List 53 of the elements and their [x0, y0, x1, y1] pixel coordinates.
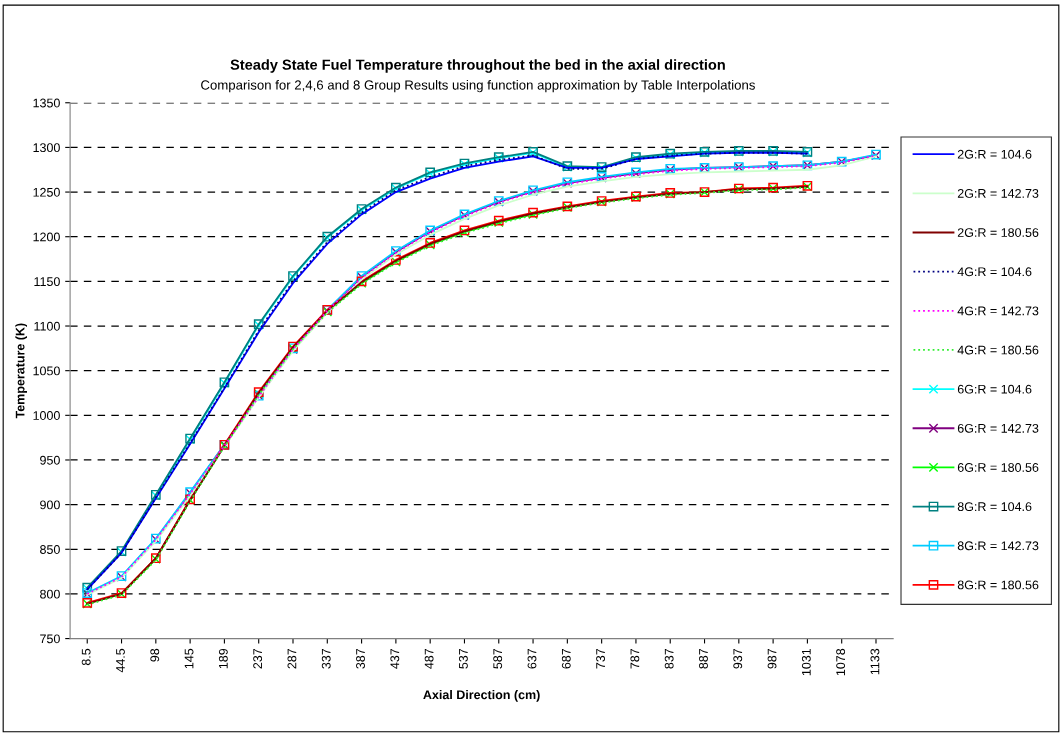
x-tick-label: 1133	[870, 648, 880, 675]
chart-title: Steady State Fuel Temperature throughout the bed in the axial direction	[230, 59, 725, 73]
x-tick-label: 98	[150, 648, 160, 662]
legend-label: 6G:R = 180.56	[957, 463, 1039, 472]
legend-label: 6G:R = 142.73	[957, 423, 1039, 433]
y-tick-label: 1300	[33, 143, 60, 153]
y-tick-label: 1000	[33, 411, 60, 420]
y-tick-label: 1050	[33, 366, 60, 376]
x-axis-title: Axial Direction (cm)	[423, 690, 540, 702]
x-tick-label: 587	[493, 648, 503, 669]
y-tick-label: 1100	[34, 321, 60, 331]
x-tick-label: 987	[767, 648, 777, 669]
x-tick-label: 687	[561, 648, 571, 669]
x-tick-label: 737	[596, 648, 605, 669]
legend-label: 4G:R = 180.56	[957, 345, 1039, 355]
x-tick-label: 387	[356, 648, 365, 669]
legend-label: 2G:R = 104.6	[957, 149, 1032, 159]
x-tick-label: 787	[630, 648, 640, 669]
legend-label: 2G:R = 180.56	[957, 228, 1039, 237]
y-tick-label: 950	[40, 455, 60, 465]
legend-label: 2G:R = 142.73	[957, 188, 1039, 198]
y-tick-label: 850	[40, 545, 60, 554]
y-tick-label: 1350	[33, 98, 60, 108]
x-tick-label: 1031	[801, 648, 811, 676]
y-tick-label: 750	[40, 634, 60, 644]
x-tick-label: 937	[733, 648, 743, 669]
legend-label: 4G:R = 104.6	[957, 267, 1032, 277]
x-tick-label: 337	[321, 648, 331, 669]
y-tick-label: 1150	[34, 277, 60, 287]
y-tick-label: 1200	[33, 232, 60, 242]
x-tick-label: 145	[184, 648, 194, 669]
x-tick-label: 537	[458, 648, 468, 669]
chart-subtitle: Comparison for 2,4,6 and 8 Group Results using function approximation by Table Interpolations	[201, 79, 755, 93]
x-tick-label: 287	[287, 648, 297, 669]
x-tick-label: 237	[253, 648, 263, 669]
legend-label: 8G:R = 180.56	[957, 580, 1039, 590]
x-tick-label: 837	[664, 648, 674, 669]
x-tick-label: 1078	[836, 648, 846, 676]
x-tick-label: 487	[424, 648, 434, 669]
legend-label: 8G:R = 104.6	[957, 502, 1032, 512]
x-tick-label: 637	[527, 648, 537, 669]
y-tick-label: 800	[40, 589, 60, 599]
x-tick-label: 44.5	[116, 648, 125, 673]
x-tick-label: 437	[390, 648, 400, 669]
x-tick-label: 189	[218, 648, 228, 669]
legend-label: 4G:R = 142.73	[957, 306, 1039, 316]
x-tick-label: 8.5	[81, 648, 91, 666]
legend-label: 6G:R = 104.6	[957, 384, 1032, 394]
y-tick-label: 900	[40, 500, 60, 510]
y-tick-label: 1250	[33, 187, 60, 197]
legend-label: 8G:R = 142.73	[957, 541, 1039, 551]
y-axis-title: Temperature (K)	[15, 323, 28, 419]
x-tick-label: 887	[699, 648, 708, 669]
